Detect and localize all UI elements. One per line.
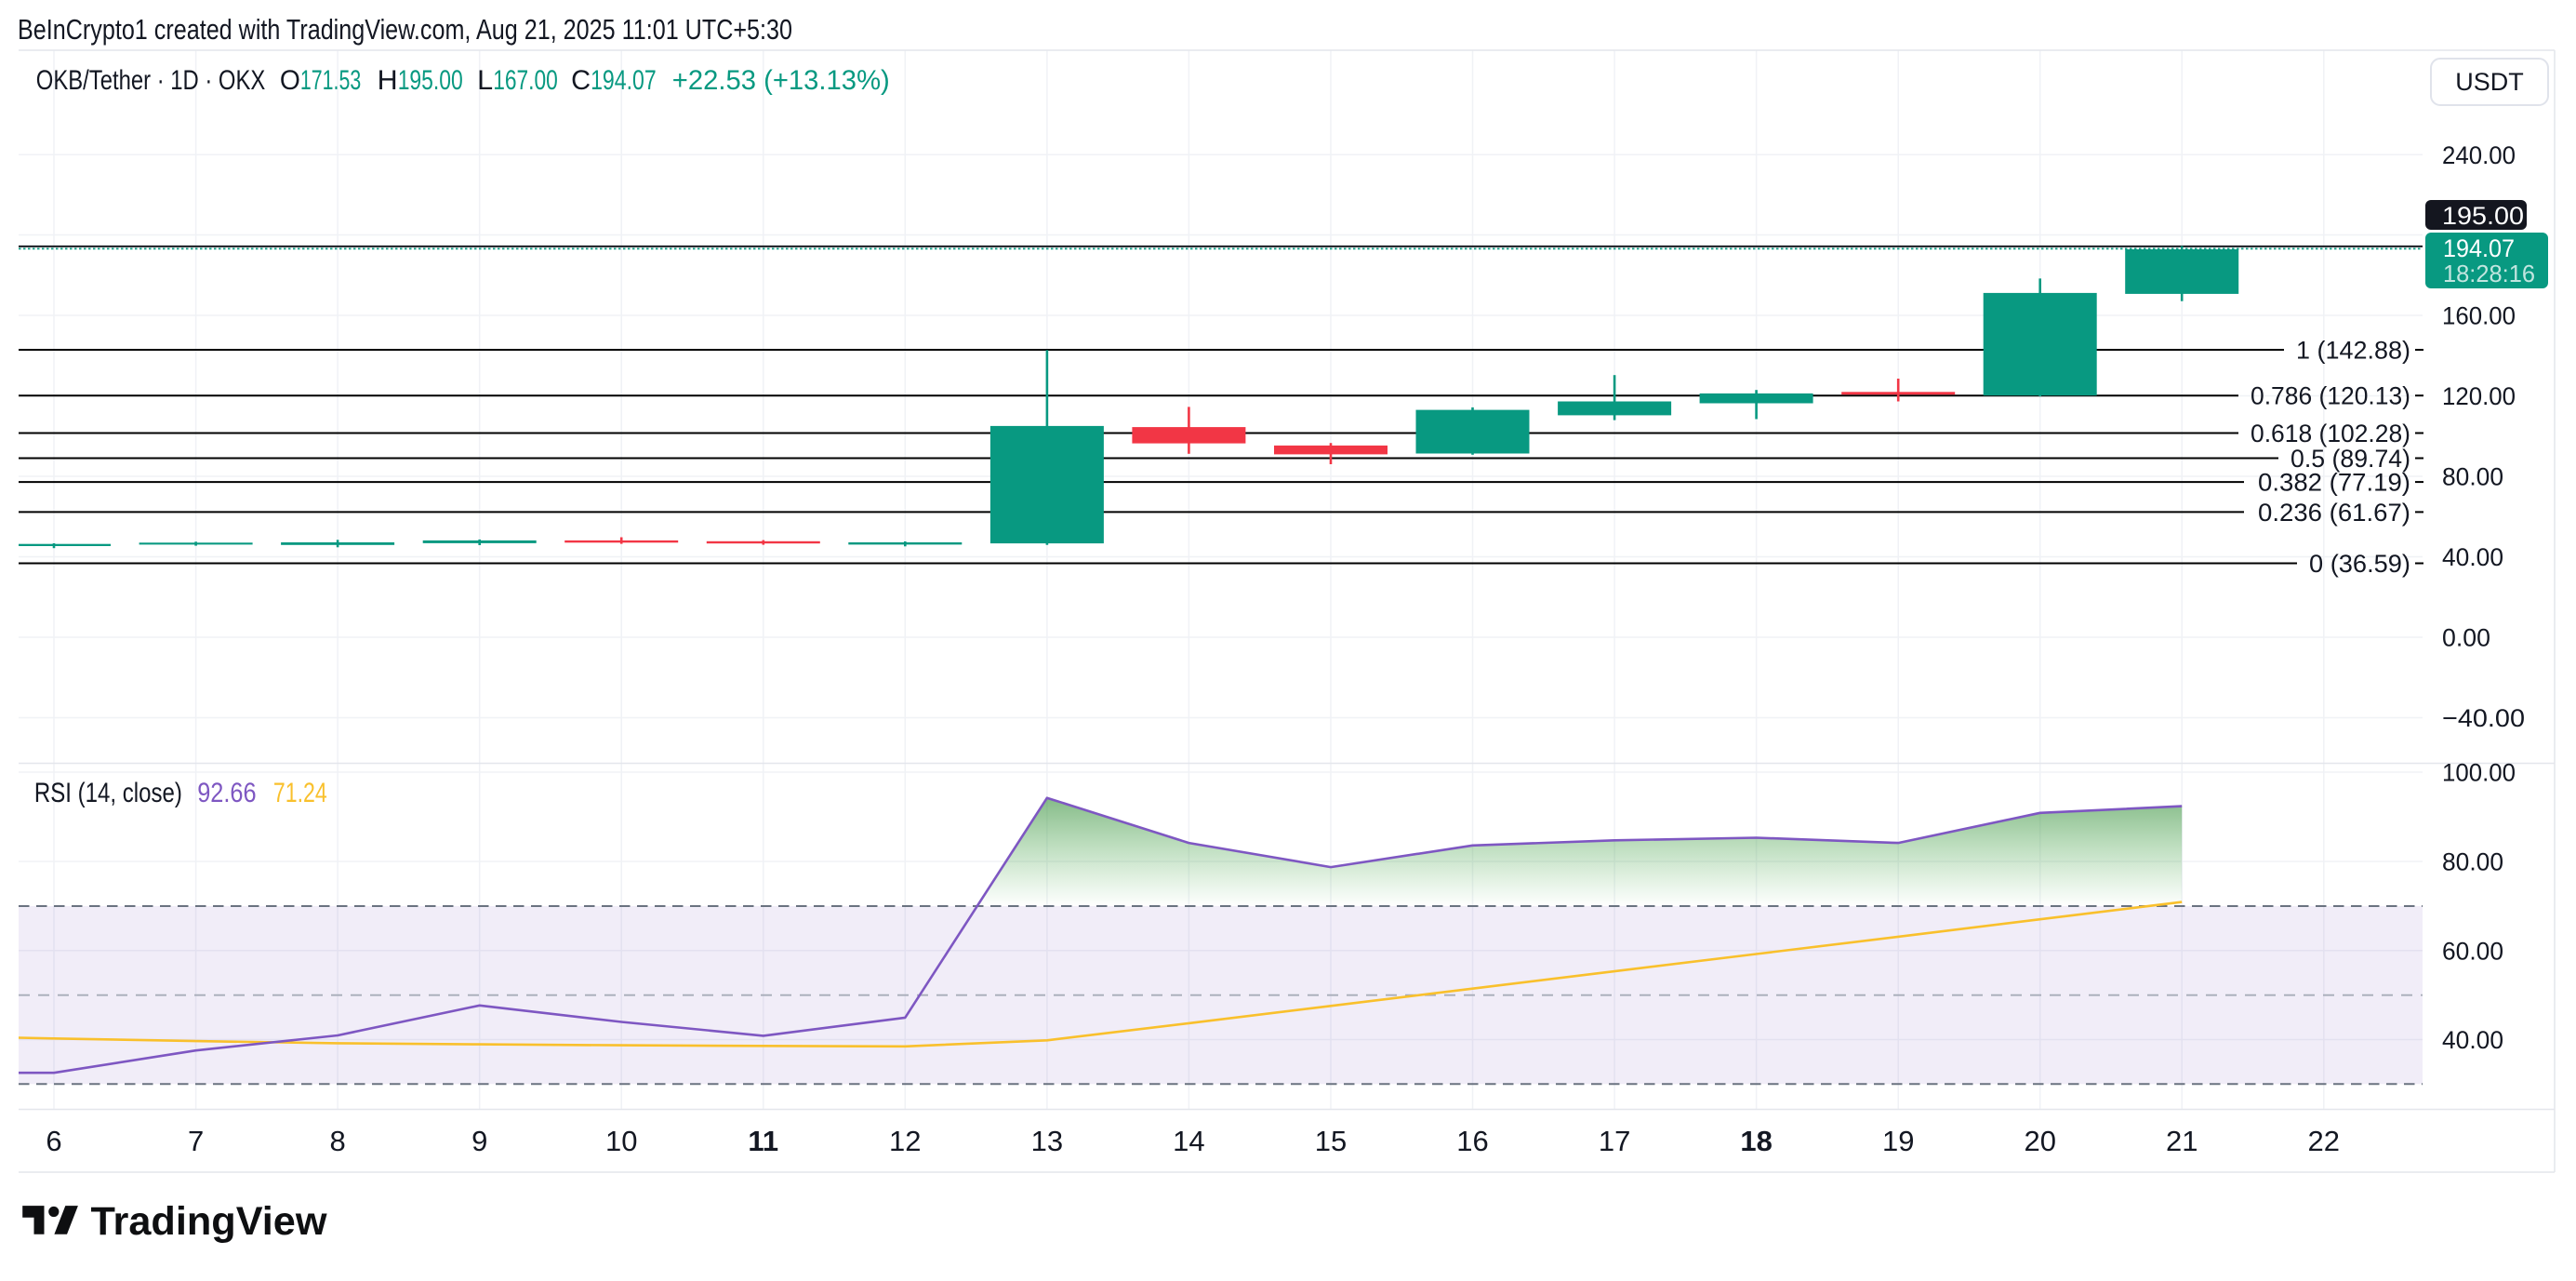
svg-text:6: 6 xyxy=(46,1125,61,1157)
svg-text:H195.00: H195.00 xyxy=(378,65,463,96)
svg-text:12: 12 xyxy=(889,1125,921,1157)
svg-text:15: 15 xyxy=(1315,1125,1347,1157)
svg-text:160.00: 160.00 xyxy=(2442,302,2516,330)
svg-text:18:28:16: 18:28:16 xyxy=(2443,260,2535,287)
svg-text:9: 9 xyxy=(471,1125,487,1157)
svg-text:18: 18 xyxy=(1740,1125,1772,1157)
svg-text:USDT: USDT xyxy=(2455,68,2524,96)
svg-text:C194.07: C194.07 xyxy=(571,65,657,96)
svg-text:0.786 (120.13): 0.786 (120.13) xyxy=(2251,382,2410,410)
svg-text:120.00: 120.00 xyxy=(2442,382,2516,410)
svg-text:0.00: 0.00 xyxy=(2442,624,2490,652)
svg-text:L167.00: L167.00 xyxy=(477,65,558,96)
svg-text:BeInCrypto1 created with Tradi: BeInCrypto1 created with TradingView.com… xyxy=(18,13,792,46)
svg-text:21: 21 xyxy=(2166,1125,2198,1157)
svg-text:240.00: 240.00 xyxy=(2442,141,2516,169)
svg-text:1 (142.88): 1 (142.88) xyxy=(2296,337,2410,365)
svg-text:92.66: 92.66 xyxy=(197,778,256,808)
svg-text:80.00: 80.00 xyxy=(2442,848,2503,876)
svg-text:40.00: 40.00 xyxy=(2442,543,2503,571)
svg-text:195.00: 195.00 xyxy=(2442,202,2524,230)
svg-text:80.00: 80.00 xyxy=(2442,463,2503,491)
svg-text:10: 10 xyxy=(605,1125,637,1157)
svg-text:16: 16 xyxy=(1456,1125,1488,1157)
svg-text:14: 14 xyxy=(1173,1125,1204,1157)
svg-text:20: 20 xyxy=(2024,1125,2055,1157)
svg-text:0.236 (61.67): 0.236 (61.67) xyxy=(2258,499,2410,527)
svg-text:TradingView: TradingView xyxy=(91,1199,328,1244)
svg-text:17: 17 xyxy=(1599,1125,1630,1157)
svg-text:11: 11 xyxy=(748,1125,778,1157)
svg-text:8: 8 xyxy=(329,1125,345,1157)
svg-text:13: 13 xyxy=(1031,1125,1063,1157)
svg-text:19: 19 xyxy=(1882,1125,1914,1157)
svg-text:7: 7 xyxy=(188,1125,204,1157)
svg-text:OKB/Tether · 1D · OKX: OKB/Tether · 1D · OKX xyxy=(36,65,265,96)
svg-text:0.382 (77.19): 0.382 (77.19) xyxy=(2258,469,2410,497)
svg-text:40.00: 40.00 xyxy=(2442,1026,2503,1054)
svg-text:22: 22 xyxy=(2308,1125,2340,1157)
svg-text:+22.53 (+13.13%): +22.53 (+13.13%) xyxy=(672,65,890,96)
svg-text:0.618 (102.28): 0.618 (102.28) xyxy=(2251,420,2410,447)
svg-text:71.24: 71.24 xyxy=(273,778,327,808)
svg-text:0.5 (89.74): 0.5 (89.74) xyxy=(2291,445,2410,473)
svg-text:60.00: 60.00 xyxy=(2442,937,2503,965)
svg-text:0 (36.59): 0 (36.59) xyxy=(2309,550,2410,578)
svg-text:O171.53: O171.53 xyxy=(280,65,361,96)
svg-text:100.00: 100.00 xyxy=(2442,759,2516,787)
svg-text:−40.00: −40.00 xyxy=(2442,704,2525,732)
svg-text:194.07: 194.07 xyxy=(2443,234,2515,262)
svg-text:RSI (14, close): RSI (14, close) xyxy=(34,778,182,808)
